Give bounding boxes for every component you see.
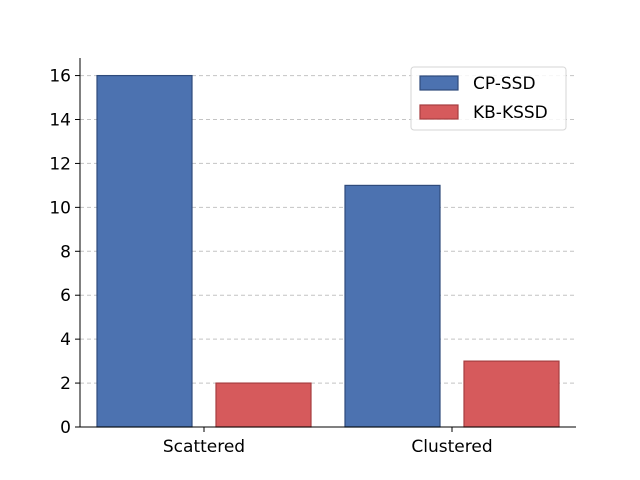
- y-tick-label: 12: [49, 154, 71, 174]
- y-tick-labels: 0 2 4 6 8 10 12 14 16: [49, 67, 71, 438]
- legend-label: KB-KSSD: [473, 103, 548, 123]
- bar-cp-ssd-scattered: [96, 74, 193, 428]
- bar-kb-kssd-clustered: [463, 360, 560, 428]
- bar-cp-ssd-clustered: [344, 184, 441, 428]
- y-tick-label: 8: [60, 242, 71, 262]
- y-tick-label: 2: [60, 374, 71, 394]
- legend-swatch: [419, 104, 459, 120]
- bar-kb-kssd-scattered: [215, 382, 312, 428]
- legend-label: CP-SSD: [473, 74, 536, 94]
- y-tick-label: 16: [49, 67, 71, 87]
- legend-swatch: [419, 75, 459, 91]
- x-tick-labels: Scattered Clustered: [163, 437, 493, 457]
- y-tick-label: 0: [60, 418, 71, 438]
- y-tick-label: 6: [60, 286, 71, 306]
- bars: [96, 74, 560, 428]
- y-tick-label: 14: [49, 111, 71, 131]
- y-tick-label: 10: [49, 198, 71, 218]
- y-tick-label: 4: [60, 330, 71, 350]
- x-tick-label: Scattered: [163, 437, 245, 457]
- axes: [75, 58, 576, 432]
- x-tick-label: Clustered: [411, 437, 492, 457]
- legend: CP-SSD KB-KSSD: [410, 66, 567, 131]
